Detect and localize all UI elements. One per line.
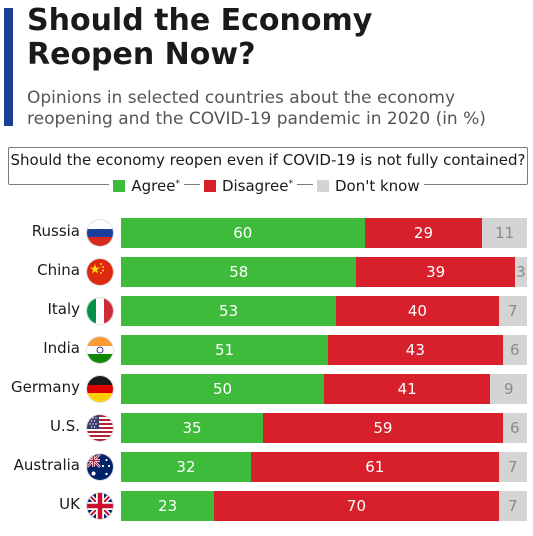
legend-asterisk-disagree: * <box>288 179 293 189</box>
stacked-bar: 51 43 6 <box>121 335 527 365</box>
bar-segment-disagree: 40 <box>336 296 499 326</box>
stacked-bar: 53 40 7 <box>121 296 527 326</box>
stacked-bar: 32 61 7 <box>121 452 527 482</box>
uk-flag-icon <box>87 493 113 519</box>
chart-row-germany: Germany 50 41 9 <box>0 374 533 404</box>
chart-row-italy: Italy 53 40 7 <box>0 296 533 326</box>
legend-item-disagree: Disagree * <box>199 176 297 196</box>
country-label: Russia <box>31 222 80 240</box>
chart-subtitle: Opinions in selected countries about the… <box>27 88 486 129</box>
bar-segment-agree: 35 <box>121 413 264 443</box>
legend-swatch-dontknow <box>316 180 329 192</box>
country-label: India <box>43 339 80 357</box>
chart-row-australia: Australia 32 61 7 <box>0 452 533 482</box>
india-flag-icon <box>87 337 113 363</box>
country-label: Australia <box>13 456 80 474</box>
chart-row-china: China 58 39 3 <box>0 257 533 287</box>
bar-segment-disagree: 43 <box>328 335 503 365</box>
stacked-bar: 35 59 6 <box>121 413 527 443</box>
china-flag-icon <box>87 259 113 285</box>
question-text: Should the economy reopen even if COVID-… <box>10 151 526 169</box>
legend-asterisk-agree: * <box>175 179 180 189</box>
bar-segment-agree: 23 <box>121 491 215 521</box>
us-flag-icon <box>87 415 113 441</box>
legend-item-agree: Agree * <box>109 176 184 196</box>
country-label: Germany <box>11 378 80 396</box>
bar-segment-dont-know: 6 <box>502 413 527 443</box>
stacked-bar: 58 39 3 <box>121 257 527 287</box>
chart-row-india: India 51 43 6 <box>0 335 533 365</box>
legend-item-dontknow: Don't know <box>312 176 424 196</box>
legend-label-agree: Agree <box>131 177 176 195</box>
legend-label-disagree: Disagree <box>221 177 289 195</box>
chart-row-u-s: U.S. 35 59 6 <box>0 413 533 443</box>
accent-bar <box>4 8 13 126</box>
bar-segment-disagree: 59 <box>263 413 503 443</box>
bar-segment-agree: 50 <box>121 374 324 404</box>
legend-swatch-disagree <box>203 180 216 192</box>
bar-segment-agree: 51 <box>121 335 329 365</box>
chart-row-russia: Russia 60 29 11 <box>0 218 533 248</box>
country-label: Italy <box>47 300 80 318</box>
country-label: China <box>37 261 80 279</box>
country-label: U.S. <box>49 417 80 435</box>
country-label: UK <box>59 495 80 513</box>
bar-segment-dont-know: 7 <box>498 491 527 521</box>
bar-segment-dont-know: 9 <box>490 374 527 404</box>
bar-segment-agree: 60 <box>121 218 365 248</box>
bar-segment-dont-know: 7 <box>498 296 527 326</box>
russia-flag-icon <box>87 220 113 246</box>
chart-row-uk: UK 23 70 7 <box>0 491 533 521</box>
italy-flag-icon <box>87 298 113 324</box>
bar-segment-dont-know: 7 <box>498 452 527 482</box>
bar-segment-dont-know: 6 <box>502 335 527 365</box>
stacked-bar: 50 41 9 <box>121 374 527 404</box>
bar-segment-disagree: 29 <box>364 218 483 248</box>
bar-segment-agree: 32 <box>121 452 251 482</box>
bar-segment-dont-know: 3 <box>514 257 527 287</box>
germany-flag-icon <box>87 376 113 402</box>
bar-segment-dont-know: 11 <box>482 218 527 248</box>
australia-flag-icon <box>87 454 113 480</box>
bar-segment-disagree: 39 <box>356 257 515 287</box>
chart-title: Should the Economy Reopen Now? <box>27 3 373 72</box>
bar-segment-disagree: 41 <box>324 374 491 404</box>
bar-segment-agree: 58 <box>121 257 357 287</box>
stacked-bar: 23 70 7 <box>121 491 527 521</box>
bar-segment-disagree: 61 <box>250 452 499 482</box>
legend-swatch-agree <box>113 180 126 192</box>
bar-segment-disagree: 70 <box>214 491 499 521</box>
bar-segment-agree: 53 <box>121 296 337 326</box>
stacked-bar: 60 29 11 <box>121 218 527 248</box>
legend-label-dontknow: Don't know <box>334 177 420 195</box>
legend: Agree * Disagree * Don't know <box>0 176 533 196</box>
